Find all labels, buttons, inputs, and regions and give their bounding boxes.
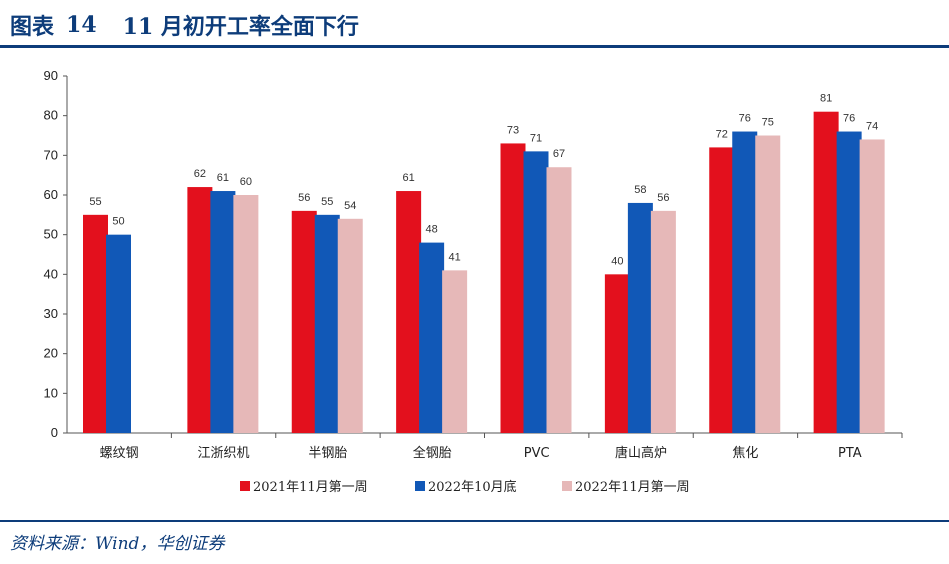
y-tick-label: 50	[44, 227, 58, 242]
x-category-label: 半钢胎	[308, 446, 347, 461]
figure-number: 14	[66, 12, 97, 38]
data-label: 50	[112, 216, 124, 228]
data-label: 62	[194, 168, 206, 180]
figure-label: 图表	[10, 14, 55, 40]
bar	[627, 202, 653, 433]
bar	[500, 143, 526, 433]
figure-title: 11 月初开工率全面下行	[122, 14, 359, 40]
bar	[442, 270, 468, 433]
x-category-label: 唐山高炉	[615, 445, 667, 461]
legend-swatch	[562, 481, 572, 491]
x-category-label: PTA	[838, 446, 862, 461]
x-category-label: 螺纹钢	[100, 446, 139, 461]
y-tick-label: 80	[44, 108, 58, 123]
data-label: 41	[449, 251, 461, 263]
bar	[859, 139, 885, 433]
data-label: 81	[820, 93, 832, 105]
bar	[106, 234, 131, 433]
data-label: 74	[866, 120, 878, 132]
bar	[337, 218, 363, 433]
data-label: 76	[843, 113, 855, 125]
source-note: 资料来源：Wind，华创证券	[10, 534, 225, 554]
y-tick-label: 10	[44, 385, 58, 400]
bar	[755, 135, 781, 433]
legend-label: 2022年11月第一周	[575, 480, 690, 495]
data-label: 56	[657, 192, 669, 204]
data-label: 72	[716, 128, 728, 140]
data-label: 55	[89, 196, 101, 208]
data-label: 60	[240, 176, 252, 188]
figure-header: 图表 14 11 月初开工率全面下行	[10, 8, 359, 42]
data-label: 73	[507, 124, 519, 136]
bar	[813, 111, 839, 433]
bar	[836, 131, 862, 433]
header-divider	[0, 45, 949, 48]
y-tick-label: 20	[44, 346, 58, 361]
bar	[419, 242, 445, 433]
bar	[291, 210, 317, 433]
bar	[314, 214, 340, 433]
y-tick-label: 60	[44, 187, 58, 202]
bar	[83, 214, 108, 433]
data-label: 61	[217, 172, 229, 184]
data-label: 67	[553, 148, 565, 160]
data-label: 48	[426, 224, 438, 236]
legend-label: 2021年11月第一周	[253, 480, 368, 495]
data-label: 56	[298, 192, 310, 204]
bar	[650, 210, 676, 433]
bar	[709, 147, 735, 433]
x-category-label: 焦化	[732, 446, 758, 461]
data-label: 40	[611, 255, 623, 267]
y-tick-label: 70	[44, 147, 58, 162]
bar	[233, 195, 259, 433]
x-category-label: 全钢胎	[413, 445, 452, 461]
legend-swatch	[240, 481, 250, 491]
legend-swatch	[415, 481, 425, 491]
bar	[604, 274, 630, 433]
y-tick-label: 90	[44, 68, 58, 83]
y-tick-label: 0	[51, 425, 58, 440]
data-label: 55	[321, 196, 333, 208]
bar	[210, 191, 236, 433]
bar	[732, 131, 758, 433]
bar	[187, 187, 213, 433]
y-tick-label: 40	[44, 266, 58, 281]
bar-chart: 0 10 20 30 40 50 60 70 80 90 螺纹钢 55 50 江浙织机 62 61 60 半钢胎 5…	[44, 68, 903, 495]
bar	[523, 151, 549, 433]
data-label: 58	[634, 184, 646, 196]
data-label: 54	[344, 200, 356, 212]
bar	[546, 167, 572, 433]
data-label: 75	[762, 117, 774, 129]
x-category-label: 江浙织机	[198, 446, 250, 461]
data-label: 71	[530, 132, 542, 144]
legend-label: 2022年10月底	[428, 479, 517, 495]
data-label: 61	[403, 172, 415, 184]
data-label: 76	[739, 113, 751, 125]
x-category-label: PVC	[524, 446, 550, 461]
footer-divider	[0, 520, 949, 522]
y-tick-label: 30	[44, 306, 58, 321]
bar	[396, 191, 422, 433]
